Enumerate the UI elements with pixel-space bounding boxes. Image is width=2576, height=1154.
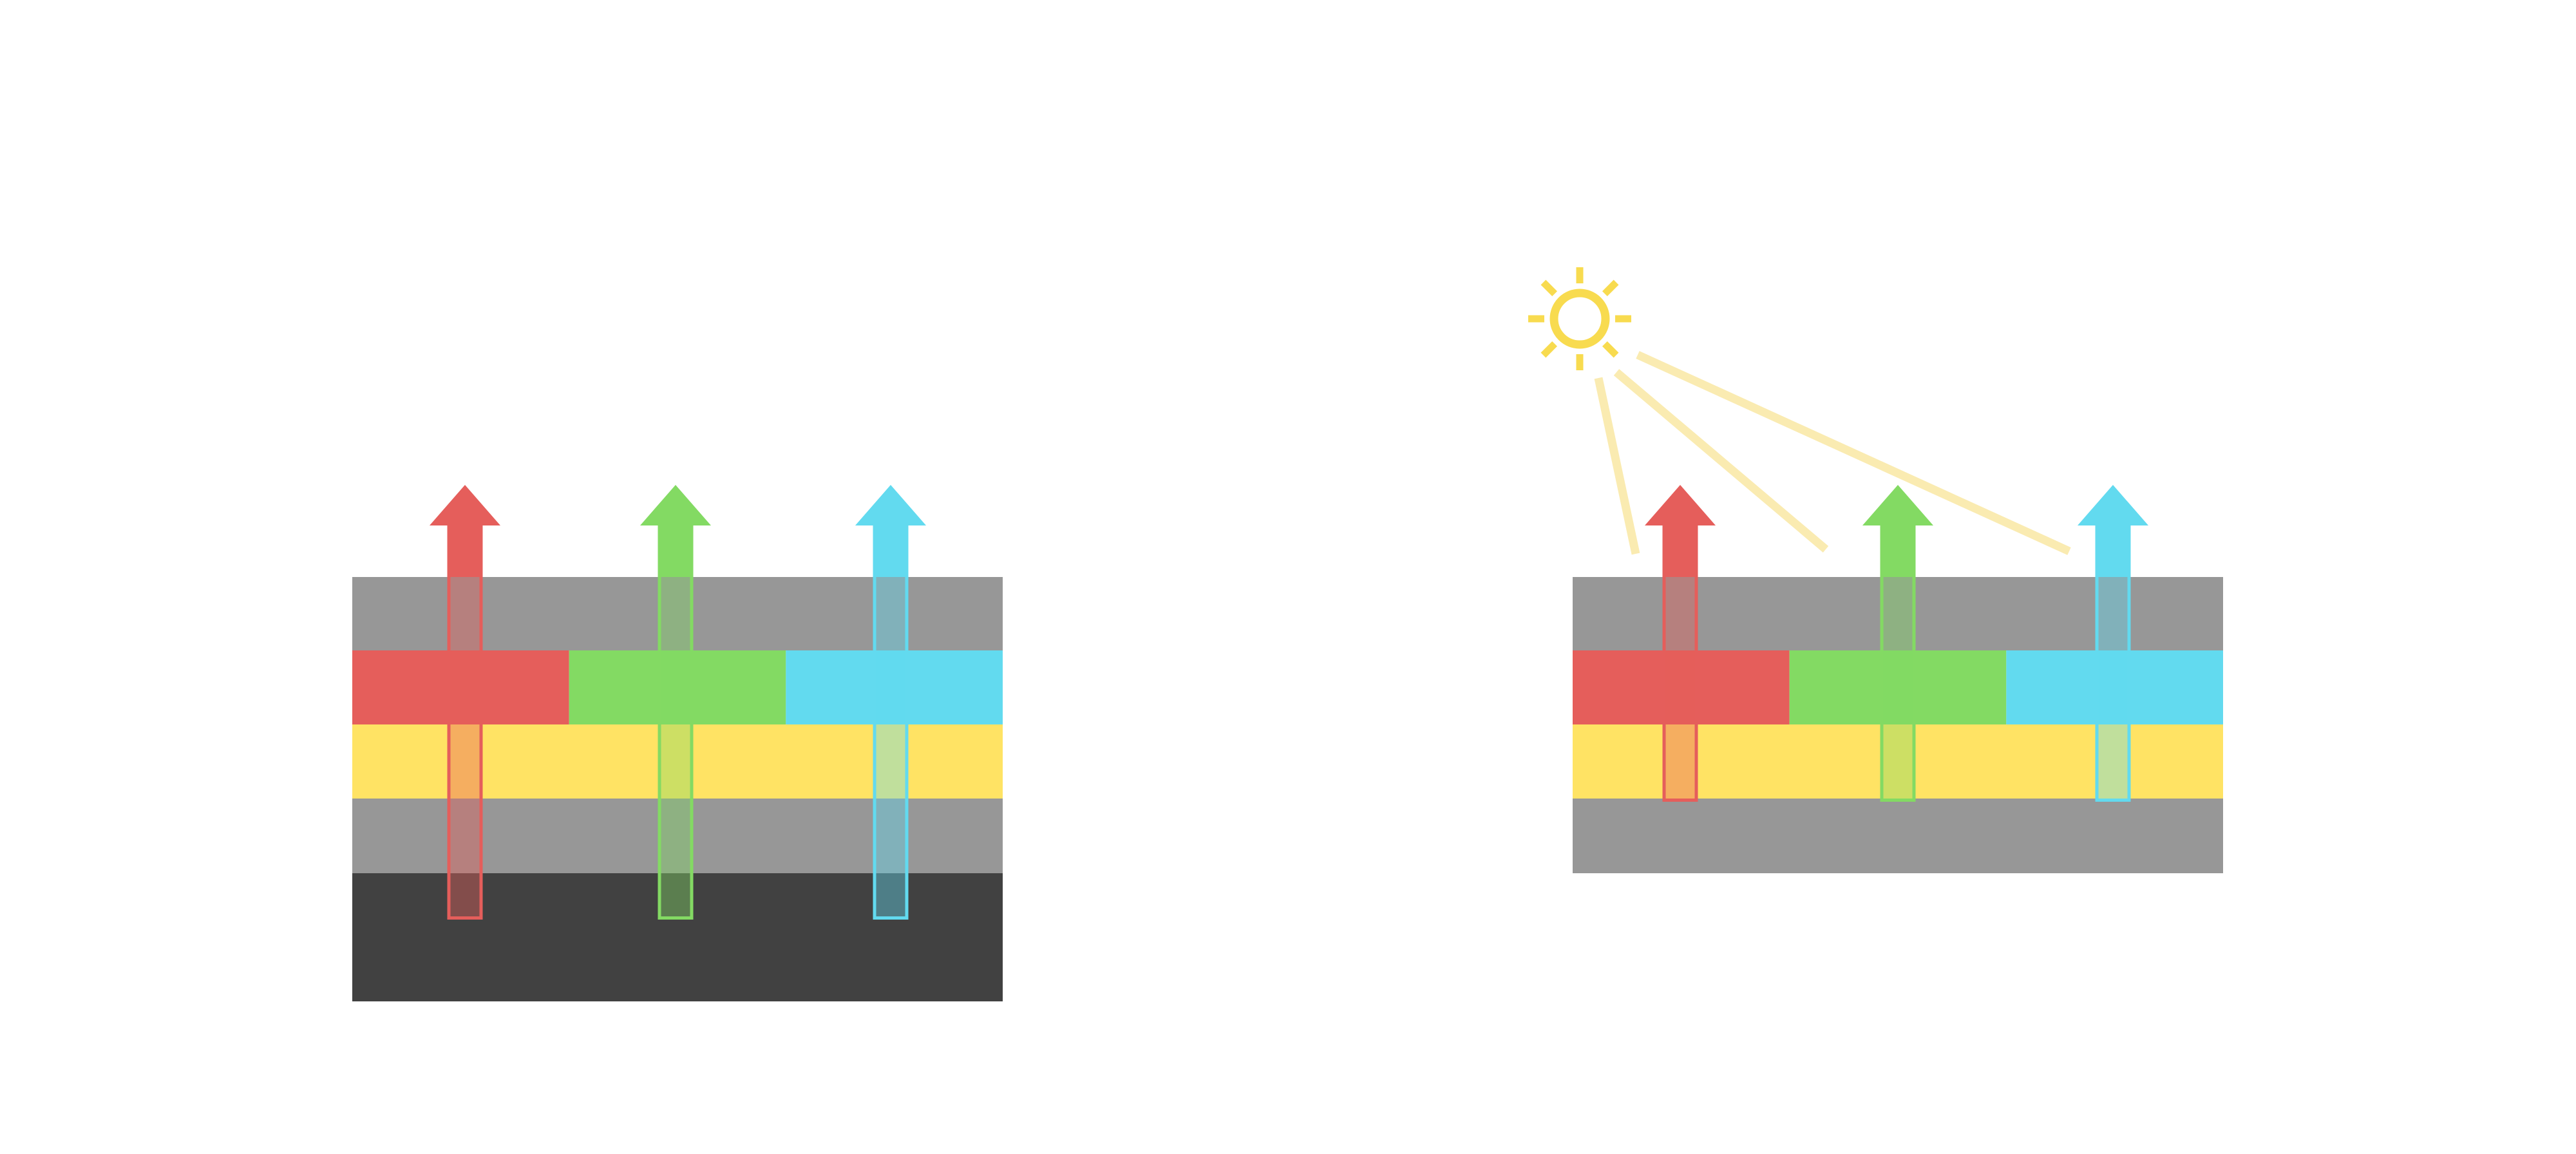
backlit-panel-gray-layer-bottom: [352, 799, 1003, 873]
sunlit-reflective-panel-yellow-layer: [1573, 724, 2223, 799]
sun-ray-3: [1636, 351, 2071, 555]
sun-ray-1: [1594, 377, 1640, 555]
sunlit-reflective-panel-gray-layer-top: [1573, 577, 2223, 650]
backlit-panel: [352, 485, 1003, 1001]
sun-icon-spoke: [1540, 279, 1557, 296]
sun-icon: [1528, 267, 1631, 370]
backlit-panel-subpixel-row-cyan-segment: [786, 650, 1003, 724]
sunlit-reflective-panel-subpixel-row-green-segment: [1789, 650, 2007, 724]
arrow-cyan-solid: [855, 485, 926, 577]
arrow-green-beam: [658, 577, 694, 920]
sunlit-reflective-panel: [1528, 267, 2223, 873]
sun-icon-spoke: [1540, 341, 1557, 358]
arrow-green-beam-outline: [1880, 577, 1916, 802]
arrow-red-beam: [447, 577, 483, 920]
sun-icon-ring: [1549, 288, 1610, 349]
arrow-cyan-beam: [873, 577, 909, 920]
arrow-cyan-beam-outline: [2095, 577, 2131, 802]
sunlit-reflective-panel-subpixel-row-red-segment: [1573, 650, 1790, 724]
sunlit-reflective-panel-gray-layer-bottom: [1573, 799, 2223, 873]
arrow-red-solid: [430, 485, 500, 577]
arrow-red-beam: [1662, 577, 1698, 802]
arrow-cyan-beam: [2095, 577, 2131, 802]
backlit-panel-subpixel-row-red-segment: [352, 650, 569, 724]
arrow-green-solid: [640, 485, 711, 577]
arrow-red-beam-outline: [1662, 577, 1698, 802]
arrow-green-beam-outline: [658, 577, 694, 920]
sunlit-reflective-panel-subpixel-row-cyan-segment: [2006, 650, 2223, 724]
arrow-green-beam: [1880, 577, 1916, 802]
backlit-panel-yellow-layer: [352, 724, 1003, 799]
arrow-red-solid: [1645, 485, 1716, 577]
backlit-panel-subpixel-row-green-segment: [569, 650, 786, 724]
arrow-red-beam-outline: [447, 577, 483, 920]
arrow-green-solid: [1862, 485, 1933, 577]
arrow-cyan-beam-outline: [873, 577, 909, 920]
backlit-panel-gray-layer-top: [352, 577, 1003, 650]
sun-ray-2: [1613, 369, 1829, 553]
arrow-cyan-solid: [2078, 485, 2148, 577]
backlit-panel-dark-backlight-layer: [352, 873, 1003, 1001]
sun-icon-spoke: [1602, 341, 1619, 358]
sun-icon-spoke: [1602, 279, 1619, 296]
